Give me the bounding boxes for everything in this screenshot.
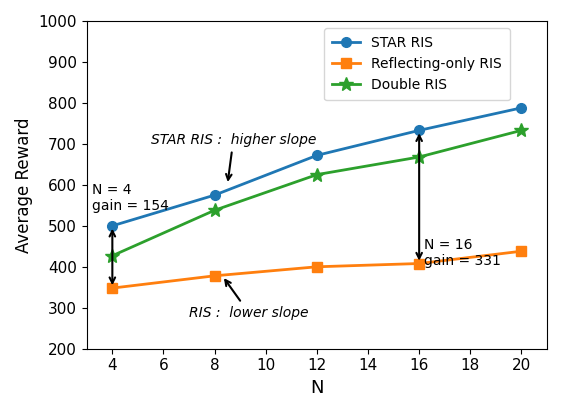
- Double RIS: [314, 172, 320, 177]
- Double RIS: [211, 208, 218, 213]
- Line: STAR RIS: STAR RIS: [107, 103, 526, 231]
- STAR RIS: [518, 105, 525, 110]
- Double RIS: [109, 253, 116, 258]
- Text: RIS :  lower slope: RIS : lower slope: [189, 280, 309, 320]
- Reflecting-only RIS: [211, 273, 218, 278]
- Reflecting-only RIS: [314, 265, 320, 269]
- Double RIS: [518, 128, 525, 133]
- Text: N = 4
gain = 154: N = 4 gain = 154: [92, 183, 169, 213]
- STAR RIS: [211, 193, 218, 198]
- STAR RIS: [109, 223, 116, 228]
- Double RIS: [416, 154, 423, 159]
- Reflecting-only RIS: [416, 261, 423, 266]
- Reflecting-only RIS: [518, 249, 525, 254]
- STAR RIS: [314, 153, 320, 158]
- Line: Reflecting-only RIS: Reflecting-only RIS: [107, 246, 526, 293]
- X-axis label: N: N: [310, 379, 324, 397]
- STAR RIS: [416, 128, 423, 133]
- Line: Double RIS: Double RIS: [106, 124, 528, 263]
- Text: STAR RIS :  higher slope: STAR RIS : higher slope: [151, 133, 316, 180]
- Text: N = 16
gain = 331: N = 16 gain = 331: [424, 238, 501, 268]
- Legend: STAR RIS, Reflecting-only RIS, Double RIS: STAR RIS, Reflecting-only RIS, Double RI…: [324, 28, 510, 101]
- Y-axis label: Average Reward: Average Reward: [15, 117, 33, 253]
- Reflecting-only RIS: [109, 286, 116, 290]
